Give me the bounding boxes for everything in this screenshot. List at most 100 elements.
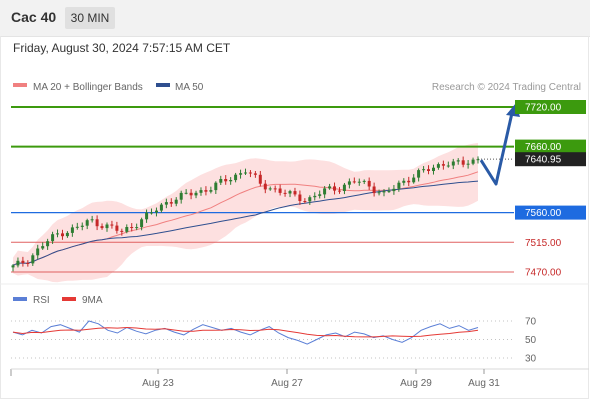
candle-body-65 xyxy=(333,186,336,191)
candle-body-84 xyxy=(427,169,430,171)
candle-body-32 xyxy=(169,202,173,204)
ma50-legend-swatch xyxy=(156,83,170,87)
candle-body-28 xyxy=(150,212,153,214)
candle-body-68 xyxy=(347,181,351,185)
candle-body-49 xyxy=(253,173,257,175)
x-tick-label-1: Aug 27 xyxy=(271,378,303,389)
candle-body-31 xyxy=(164,202,168,205)
candle-body-53 xyxy=(273,188,277,190)
candle-body-29 xyxy=(155,210,158,213)
candle-body-59 xyxy=(303,201,307,202)
x-tick-label-3: Aug 31 xyxy=(468,378,500,389)
candle-body-8 xyxy=(51,234,55,242)
rsi-axis-label-50: 50 xyxy=(525,335,537,346)
candle-body-14 xyxy=(80,225,84,227)
candle-body-45 xyxy=(234,174,238,181)
candle-body-44 xyxy=(229,180,233,182)
candle-body-24 xyxy=(130,227,134,228)
symbol-title: Cac 40 xyxy=(11,9,57,25)
candle-body-25 xyxy=(135,227,139,229)
chart-datetime: Friday, August 30, 2024 7:57:15 AM CET xyxy=(13,41,231,55)
candle-body-35 xyxy=(184,192,188,194)
candle-body-15 xyxy=(85,220,89,226)
candle-body-10 xyxy=(61,233,64,237)
candle-body-12 xyxy=(70,227,74,233)
price-label-4: 7515.00 xyxy=(525,238,562,249)
candle-body-20 xyxy=(110,224,114,226)
price-label-box-0 xyxy=(515,100,586,114)
candle-body-17 xyxy=(95,219,99,227)
candle-body-7 xyxy=(46,241,50,247)
price-axis-labels: 7720.00 7660.00 7640.95 7560.00 7515.00 7470.… xyxy=(515,100,586,279)
candle-body-61 xyxy=(313,195,317,198)
candle-body-48 xyxy=(248,172,252,174)
price-label-3: 7560.00 xyxy=(525,208,562,219)
price-levels xyxy=(11,106,514,273)
ma50-legend-label: MA 50 xyxy=(175,82,204,93)
candle-body-57 xyxy=(293,191,297,195)
rsi-legend-label: RSI xyxy=(33,295,50,306)
ma50-line xyxy=(12,180,479,266)
candle-body-38 xyxy=(199,190,203,193)
candle-body-91 xyxy=(461,160,465,165)
candle-body-34 xyxy=(179,192,183,200)
rsi-panel: 70 50 30 xyxy=(11,317,537,365)
candle-body-40 xyxy=(209,190,213,192)
price-label-box-1 xyxy=(515,139,586,154)
candle-body-69 xyxy=(352,181,356,183)
candle-body-58 xyxy=(298,194,302,201)
chart-frame xyxy=(0,36,589,399)
candle-body-86 xyxy=(436,164,440,168)
candle-body-90 xyxy=(456,160,460,162)
candle-body-52 xyxy=(268,188,272,190)
candle-body-5 xyxy=(36,248,40,256)
candle-body-94 xyxy=(476,159,480,161)
candle-body-60 xyxy=(308,197,312,202)
x-tick-label-0: Aug 23 xyxy=(142,378,174,389)
candle-body-6 xyxy=(41,246,45,249)
forecast-arrow xyxy=(479,103,520,186)
x-tick-label-2: Aug 29 xyxy=(400,378,432,389)
rsi-ma-legend-label: 9MA xyxy=(82,295,103,306)
price-label-box-3 xyxy=(515,205,586,220)
timeframe-button[interactable]: 30 MIN xyxy=(65,7,115,29)
rsi-axis-label-30: 30 xyxy=(525,354,537,365)
candle-body-1 xyxy=(16,260,20,266)
candle-body-0 xyxy=(11,265,15,268)
candle-body-88 xyxy=(446,165,450,167)
candle-body-21 xyxy=(115,225,119,231)
candle-body-18 xyxy=(100,226,104,229)
candle-body-89 xyxy=(451,161,455,166)
candle-body-36 xyxy=(189,192,193,196)
candle-body-72 xyxy=(367,180,371,187)
candle-body-47 xyxy=(244,172,247,174)
candle-body-66 xyxy=(338,190,341,192)
candle-body-4 xyxy=(31,255,35,264)
x-axis-ticks: Aug 23 Aug 27 Aug 29 Aug 31 xyxy=(142,369,500,389)
candle-body-63 xyxy=(323,188,327,195)
candle-body-80 xyxy=(407,180,411,183)
candle-body-81 xyxy=(412,177,416,183)
candle-body-2 xyxy=(21,260,25,263)
candle-body-43 xyxy=(224,179,228,182)
moving-averages xyxy=(12,171,479,266)
ma20-legend-swatch xyxy=(13,83,27,87)
candle-body-3 xyxy=(26,263,30,264)
candle-body-64 xyxy=(328,186,332,189)
candle-body-73 xyxy=(372,186,376,194)
rsi-line xyxy=(12,320,479,345)
price-label-0: 7720.00 xyxy=(525,103,562,114)
rsi-axis-label-70: 70 xyxy=(525,317,537,328)
candle-body-30 xyxy=(159,204,163,211)
candle-body-42 xyxy=(219,179,223,183)
candle-body-56 xyxy=(288,191,292,194)
candle-body-16 xyxy=(90,219,94,221)
candle-body-37 xyxy=(194,192,198,196)
candle-body-62 xyxy=(318,194,322,196)
candle-body-41 xyxy=(214,182,218,191)
rsi-legend-swatch xyxy=(13,297,27,301)
candle-body-85 xyxy=(432,167,435,171)
candle-body-70 xyxy=(357,181,361,183)
candle-body-33 xyxy=(174,199,178,204)
candle-body-77 xyxy=(392,188,396,192)
